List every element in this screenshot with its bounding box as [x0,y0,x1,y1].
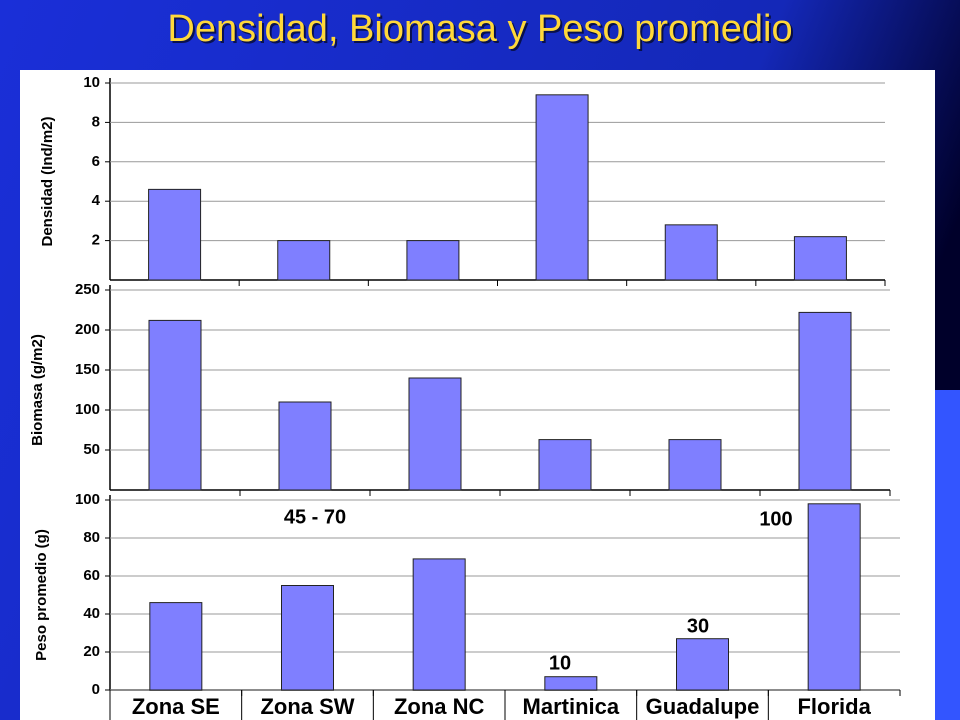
y-tick-label: 100 [75,401,100,418]
y-tick-label: 200 [75,321,100,338]
side-strip [935,390,960,720]
bar [281,585,334,691]
y-tick-label: 10 [83,74,100,91]
y-tick-label: 6 [92,153,100,170]
y-tick-label: 2 [92,232,100,249]
x-tick-label: Zona SW [260,694,354,719]
bar [538,439,592,491]
bar [807,503,861,691]
bar [535,94,589,281]
y-tick-label: 80 [83,529,100,546]
bar [406,240,460,281]
bar [793,236,847,281]
y-axis-label: Biomasa (g/m2) [29,334,46,446]
y-tick-label: 8 [92,113,100,130]
bar [676,638,729,691]
x-tick-label: Guadalupe [646,694,760,719]
x-tick-label: Zona NC [394,694,485,719]
bar [148,188,202,281]
y-tick-label: 250 [75,281,100,298]
annotation: 30 [687,615,709,637]
y-axis-label: Peso promedio (g) [33,529,50,661]
y-tick-label: 20 [83,643,100,660]
bar [408,377,462,491]
y-tick-label: 100 [75,491,100,508]
bar [277,240,331,281]
annotation: 10 [549,652,571,674]
bar [278,401,332,491]
annotation: 45 - 70 [284,506,346,528]
bar [664,224,718,281]
bar [544,676,598,691]
y-tick-label: 0 [92,681,100,698]
y-tick-label: 50 [83,441,100,458]
y-tick-label: 4 [92,192,101,209]
x-tick-label: Martinica [523,694,620,719]
slide-title: Densidad, Biomasa y Peso promedio [167,8,792,50]
annotation: 100 [759,508,792,530]
title-shadow: Densidad, Biomasa y Peso promedio [169,10,794,52]
bar [412,558,466,691]
x-tick-label: Zona SE [132,694,220,719]
y-tick-label: 150 [75,361,100,378]
bar [149,602,203,691]
x-tick-label: Florida [797,694,871,719]
y-tick-label: 60 [83,567,100,584]
bar [668,439,722,491]
bar [148,319,202,491]
y-axis-label: Densidad (Ind/m2) [39,116,56,246]
y-tick-label: 40 [83,605,100,622]
bar [798,311,852,491]
